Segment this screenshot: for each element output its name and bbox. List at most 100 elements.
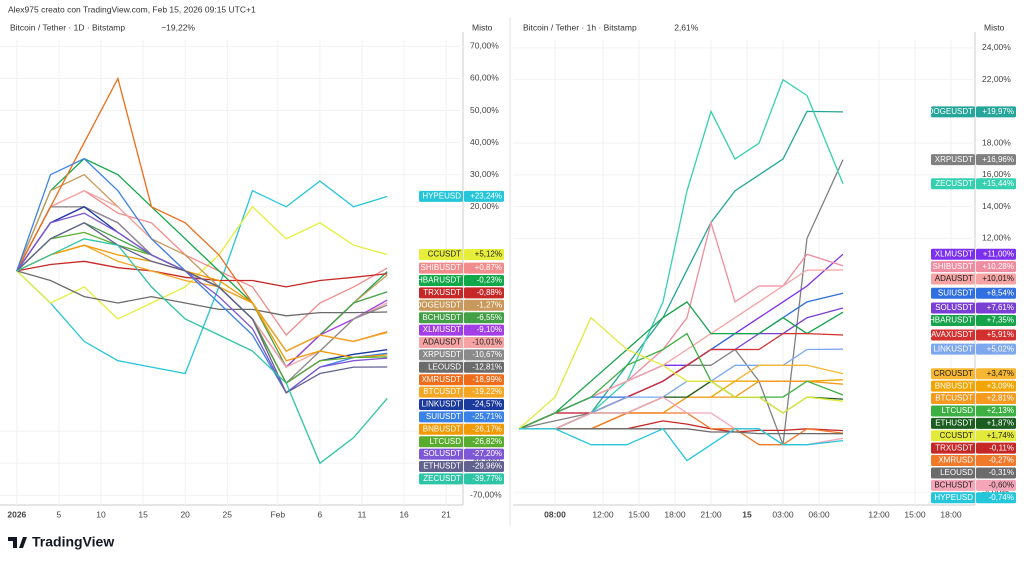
value-badge [464,423,504,435]
series-name-badge [419,374,463,386]
value-badge [976,492,1016,504]
value-label: +2,13% [987,406,1014,415]
value-label: -0,11% [989,443,1014,452]
series-name-badge [931,442,975,454]
legend-label: CROUSDT [933,369,973,378]
value-badge [464,324,504,336]
value-label: +8,54% [987,288,1014,297]
x-tick-label: 25 [223,509,233,519]
value-label: +1,74% [987,431,1014,440]
value-badge [976,368,1016,380]
value-label: -18,99% [472,375,502,384]
legend-label: XLMUSDT [935,249,973,258]
value-badge [976,154,1016,166]
y-tick-label: 18,00% [982,137,1011,147]
value-label: -1,27% [477,300,502,309]
series-line [16,180,388,375]
series-line [519,427,844,462]
value-badge [976,455,1016,467]
series-line [16,212,388,394]
x-tick-label: 5 [57,509,62,519]
legend-label: ZECUSDT [935,179,973,188]
axis-label: Misto [984,22,1005,32]
legend-label: LINKUSDT [421,400,461,409]
header: Alex975 creato con TradingView.com, Feb … [8,4,256,14]
chart-subtitle: −19,22% [161,22,195,32]
value-badge [976,287,1016,299]
series-name-badge [419,473,463,485]
legend-label: ETHUSDT [423,462,461,471]
legend-label: BTCUSDT [423,387,461,396]
value-badge [976,261,1016,273]
series-name-badge [419,423,463,435]
series-name-badge [931,479,975,491]
y-tick-label: 14,00% [982,201,1011,211]
x-tick-label: 15 [742,509,752,519]
x-tick-label: 6 [318,509,323,519]
series-name-badge [931,261,975,273]
legend-label: CCUSDT [428,250,461,259]
series-name-badge [931,430,975,442]
value-label: +23,24% [470,191,502,200]
series-group [518,78,844,462]
legend-label: DOGEUSDT [416,300,461,309]
value-badge [464,299,504,311]
value-label: +16,96% [982,155,1014,164]
legend-label: HYPEUSD [422,191,461,200]
value-label: -0,74% [989,493,1014,502]
value-label: +2,81% [987,394,1014,403]
series-name-badge [419,349,463,361]
logo: TradingView [8,534,114,550]
value-badge [976,405,1016,417]
series-name-badge [931,467,975,479]
value-badge [976,178,1016,190]
legend-label: ADAUSDT [423,338,461,347]
value-badge [464,448,504,460]
value-badge [464,262,504,274]
legend-label: BTCUSDT [935,394,973,403]
series-line [518,332,844,430]
value-badge [976,106,1016,118]
series-name-badge [931,368,975,380]
value-badge [976,467,1016,479]
value-badge [464,374,504,386]
value-label: +5,91% [987,330,1014,339]
chart-panel: Bitcoin / Tether · 1D · Bitstamp −19,22% M… [0,22,504,519]
value-label: +10,28% [982,262,1014,271]
x-tick-label: 15 [138,509,148,519]
value-label: -0,27% [989,456,1014,465]
legend-label: LINKUSDT [933,344,973,353]
value-badge [976,248,1016,260]
x-tick-label: 21 [441,509,451,519]
y-tick-label: 60,00% [470,73,499,83]
legend-label: BNBUSDT [423,424,461,433]
series-name-badge [931,329,975,341]
value-badge [976,430,1016,442]
value-label: -12,81% [472,362,502,371]
value-label: -10,67% [472,350,502,359]
legend-label: SUIUSDT [938,288,973,297]
y-tick-label: 50,00% [470,105,499,115]
legend-label: XRPUSDT [935,155,973,164]
series-name-badge [419,262,463,274]
series-name-badge [419,299,463,311]
legend-label: XLMUSDT [423,325,461,334]
value-label: +5,02% [987,344,1014,353]
y-tick-label: 16,00% [982,169,1011,179]
value-label: -0,60% [989,480,1014,489]
series-name-badge [931,273,975,285]
series-line [518,301,844,430]
value-badge [464,275,504,287]
value-badge [976,380,1016,392]
x-tick-label: 08:00 [544,509,566,519]
axis-label: Misto [472,22,493,32]
legend-label: HBARUSDT [929,316,973,325]
series-name-badge [419,287,463,299]
series-group [16,76,388,465]
value-label: -26,82% [472,437,502,446]
series-name-badge [931,314,975,326]
value-badge [464,287,504,299]
x-tick-label: 15:00 [628,509,650,519]
value-badge [976,302,1016,314]
